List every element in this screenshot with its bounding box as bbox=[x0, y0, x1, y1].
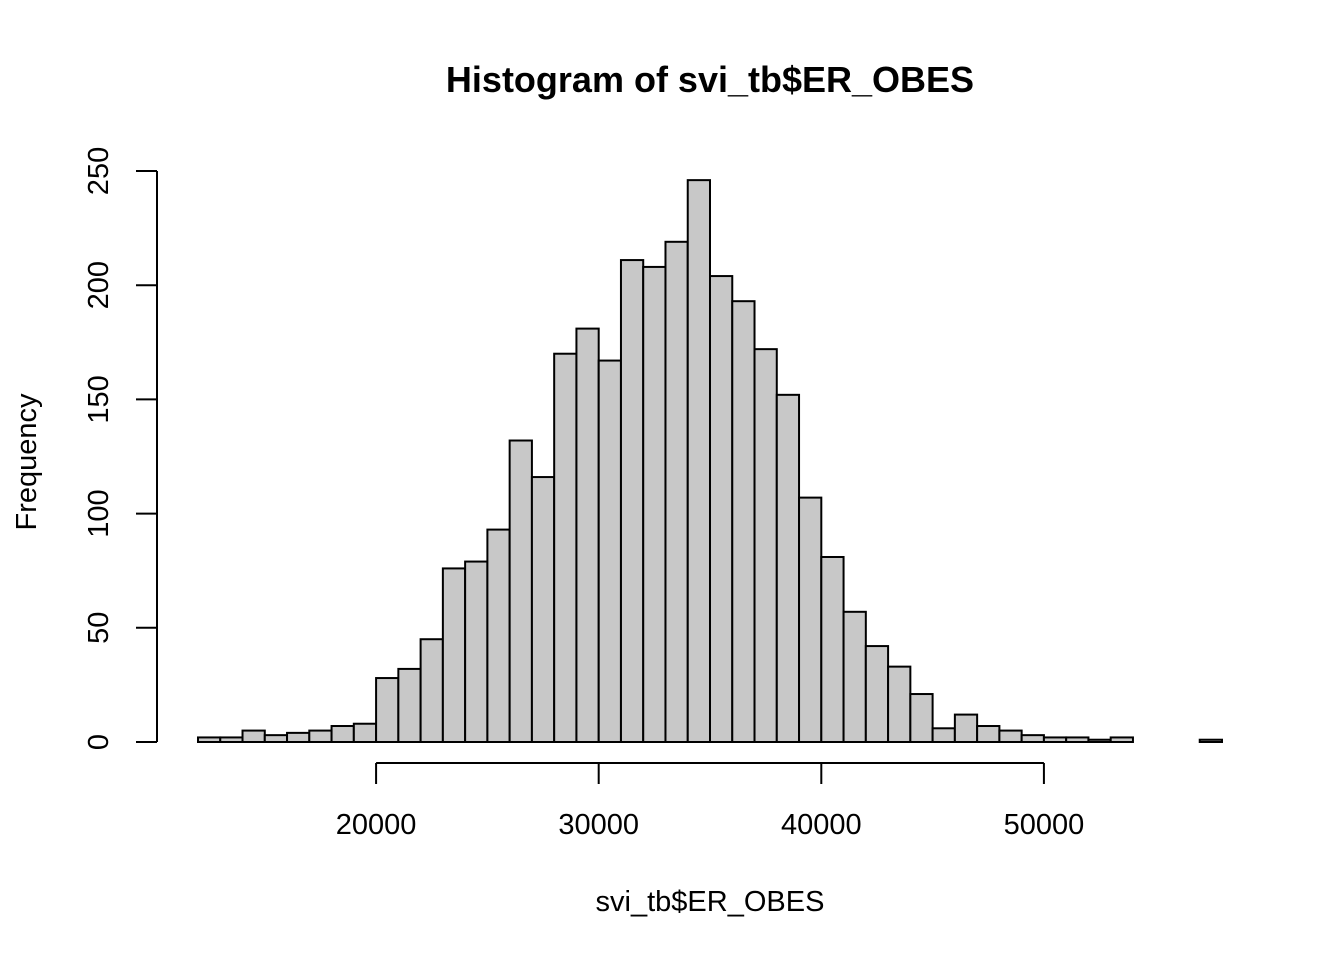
y-axis: 0 50 100 150 200 250 bbox=[83, 147, 158, 750]
histogram-bar bbox=[441, 567, 467, 744]
histogram-bar bbox=[419, 638, 444, 743]
histogram-bar bbox=[1065, 736, 1090, 744]
x-axis-label: svi_tb$ER_OBES bbox=[596, 886, 825, 918]
histogram-bar bbox=[486, 528, 511, 744]
histogram-bar bbox=[1198, 738, 1224, 744]
histogram-bar bbox=[798, 496, 823, 743]
histogram-bar bbox=[820, 555, 845, 743]
y-tick-label: 50 bbox=[83, 612, 115, 644]
histogram-bar bbox=[1042, 736, 1068, 744]
histogram-bar bbox=[508, 439, 533, 743]
histogram-bar bbox=[1020, 734, 1045, 744]
x-axis: 20000 30000 40000 50000 bbox=[336, 762, 1085, 841]
histogram-bar bbox=[375, 677, 400, 743]
histogram-bar bbox=[352, 722, 378, 744]
histogram-bar bbox=[241, 729, 266, 744]
histogram-bar bbox=[530, 476, 556, 743]
x-tick-label: 50000 bbox=[1004, 809, 1085, 841]
histogram-bar bbox=[753, 348, 778, 743]
histogram-bar bbox=[864, 645, 890, 744]
bars-group bbox=[197, 179, 1224, 744]
histogram-bar bbox=[642, 265, 667, 743]
histogram-bar bbox=[731, 300, 756, 743]
histogram-bar bbox=[197, 736, 222, 744]
histogram-bar bbox=[909, 693, 934, 744]
histogram-bar bbox=[664, 240, 689, 744]
histogram-bar bbox=[931, 727, 956, 744]
histogram-bar bbox=[953, 713, 979, 743]
histogram-bar bbox=[575, 327, 600, 743]
histogram-bar bbox=[1109, 736, 1134, 744]
y-tick-label: 250 bbox=[83, 147, 115, 195]
y-tick-label: 100 bbox=[83, 489, 115, 537]
y-tick-label: 200 bbox=[83, 261, 115, 309]
x-tick-label: 40000 bbox=[781, 809, 862, 841]
histogram-bar bbox=[330, 725, 355, 744]
histogram-bar bbox=[842, 610, 867, 744]
histogram-bar bbox=[775, 393, 801, 743]
histogram-bar bbox=[286, 731, 311, 744]
histogram-bar bbox=[1087, 738, 1112, 744]
histogram-bar bbox=[553, 352, 578, 743]
histogram-bar bbox=[308, 729, 333, 744]
y-axis-label: Frequency bbox=[11, 393, 43, 531]
x-tick-label: 30000 bbox=[558, 809, 639, 841]
y-tick-label: 0 bbox=[83, 734, 115, 750]
histogram-bar bbox=[263, 734, 289, 744]
histogram-bar bbox=[998, 729, 1023, 744]
x-tick-label: 20000 bbox=[336, 809, 417, 841]
histogram-bar bbox=[464, 560, 489, 744]
histogram-bar bbox=[219, 736, 244, 744]
histogram-bar bbox=[709, 275, 734, 743]
chart-title: Histogram of svi_tb$ER_OBES bbox=[446, 59, 974, 100]
histogram-bar bbox=[619, 259, 645, 743]
histogram-bar bbox=[686, 179, 712, 744]
histogram-bar bbox=[397, 667, 422, 743]
y-tick-label: 150 bbox=[83, 375, 115, 423]
histogram-bar bbox=[597, 359, 622, 743]
histogram-bar bbox=[887, 665, 912, 743]
histogram-bar bbox=[976, 725, 1001, 744]
